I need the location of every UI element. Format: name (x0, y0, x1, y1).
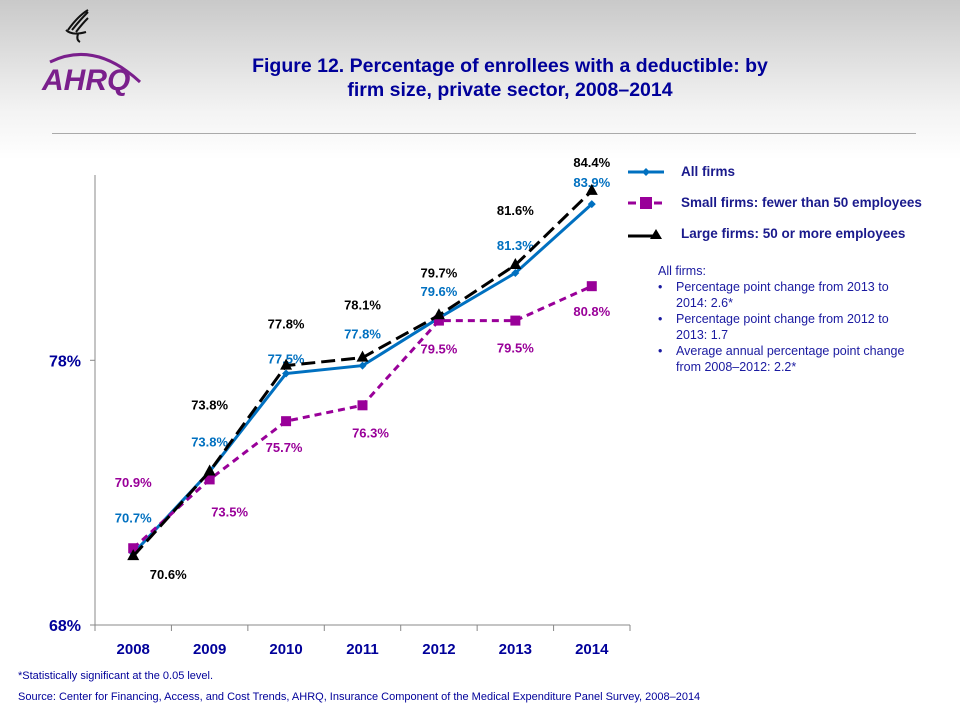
x-tick-label: 2014 (575, 641, 609, 658)
data-point (127, 549, 140, 561)
data-point (511, 268, 520, 277)
svg-text:AHRQ: AHRQ (41, 64, 130, 97)
data-label: 81.6% (497, 203, 534, 218)
data-label: 77.8% (344, 327, 381, 342)
source: Source: Center for Financing, Access, an… (18, 691, 701, 703)
x-tick-label: 2008 (117, 641, 150, 658)
data-point (203, 464, 216, 476)
data-point (357, 400, 368, 411)
data-label: 79.7% (420, 265, 457, 280)
legend-label: Large firms: 50 or more employees (681, 226, 906, 241)
data-label: 77.8% (268, 317, 305, 332)
x-tick-label: 2013 (499, 641, 532, 658)
data-label: 78.1% (344, 298, 381, 313)
data-point (356, 350, 369, 362)
chart-title: Figure 12. Percentage of enrollees with … (230, 54, 790, 102)
note-item: Percentage point change from 2012 to 201… (658, 311, 908, 343)
data-label: 83.9% (573, 175, 610, 190)
divider (52, 133, 916, 134)
x-tick-label: 2009 (193, 641, 226, 658)
legend-item-all-firms: All firms (628, 156, 922, 187)
data-label: 70.9% (115, 475, 152, 490)
ahrq-logo: AHRQ (41, 9, 142, 97)
notes: All firms: Percentage point change from … (658, 263, 908, 375)
data-point (586, 281, 597, 292)
legend-label: All firms (681, 164, 736, 179)
data-point (432, 308, 445, 320)
note-item: Percentage point change from 2013 to 201… (658, 279, 908, 311)
data-label: 73.8% (191, 434, 228, 449)
data-label: 79.6% (420, 284, 457, 299)
data-label: 70.7% (115, 511, 152, 526)
data-label: 79.5% (497, 341, 534, 356)
notes-heading: All firms: (658, 264, 706, 278)
title-line: Figure 12. Percentage of enrollees with … (252, 55, 768, 77)
footnote: *Statistically significant at the 0.05 l… (18, 670, 214, 682)
data-label: 73.8% (191, 397, 228, 412)
data-point (509, 258, 522, 269)
data-point (204, 474, 215, 485)
x-tick-label: 2011 (346, 641, 379, 658)
data-point (585, 183, 598, 195)
data-point (128, 543, 139, 554)
series-line-1 (132, 284, 593, 550)
data-label: 79.5% (420, 342, 457, 357)
data-label: 84.4% (573, 155, 610, 170)
data-label: 76.3% (352, 425, 389, 440)
y-tick-label: 68% (49, 618, 81, 635)
data-point (281, 416, 292, 427)
title-line: firm size, private sector, 2008–2014 (347, 79, 673, 101)
data-point (433, 315, 444, 326)
data-point (587, 200, 596, 209)
data-point (358, 361, 367, 370)
data-label: 80.8% (573, 304, 610, 319)
data-label: 73.5% (211, 504, 248, 519)
data-point (282, 369, 291, 378)
data-label: 70.6% (150, 567, 187, 582)
data-label: 75.7% (266, 440, 303, 455)
x-tick-label: 2010 (269, 641, 302, 658)
legend-item-large-firms: Large firms: 50 or more employees (628, 218, 922, 249)
data-point (510, 315, 521, 326)
y-tick-label: 78% (49, 353, 81, 370)
x-tick-label: 2012 (422, 641, 455, 658)
legend-item-small-firms: Small firms: fewer than 50 employees (628, 187, 922, 218)
hhs-eagle-icon (65, 9, 89, 43)
legend: All firms Small firms: fewer than 50 emp… (628, 156, 922, 249)
legend-label: Small firms: fewer than 50 employees (681, 195, 922, 210)
note-item: Average annual percentage point change f… (658, 343, 908, 375)
data-label: 81.3% (497, 238, 534, 253)
data-point (280, 358, 293, 370)
